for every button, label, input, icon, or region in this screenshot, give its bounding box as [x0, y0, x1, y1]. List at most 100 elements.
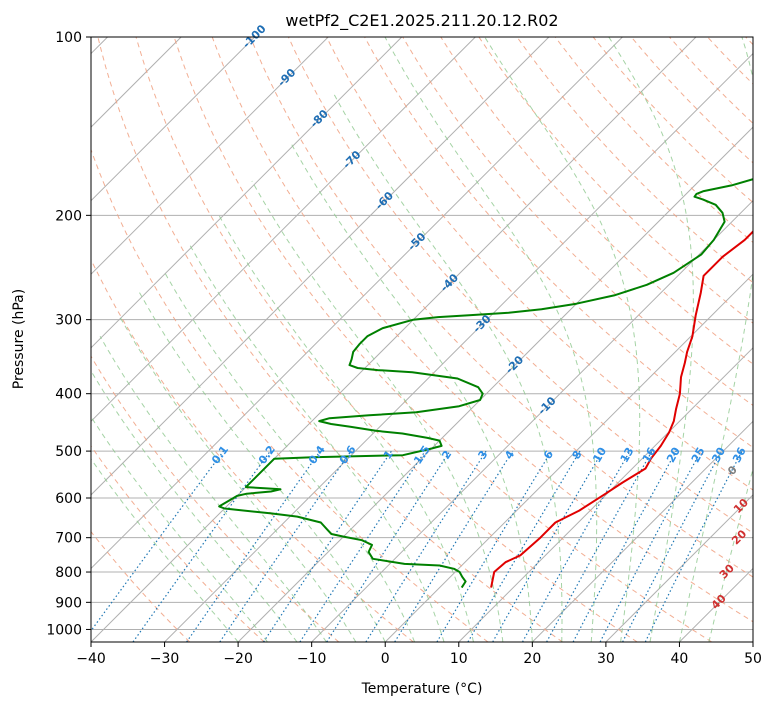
y-axis-label: Pressure (hPa)	[11, 289, 27, 389]
x-axis-label: Temperature (°C)	[361, 681, 483, 697]
mixing-ratio-line	[492, 450, 604, 642]
mixing-ratio-line	[186, 450, 321, 642]
dry-adiabat-line	[478, 37, 753, 324]
mixing-ratio-label: 3	[476, 448, 491, 461]
moist-adiabat-line	[118, 315, 357, 642]
mixing-ratio-line	[436, 450, 553, 642]
isotherm-line	[531, 420, 753, 642]
moist-adiabat-line	[333, 94, 563, 642]
isotherm-label: -10	[535, 394, 558, 417]
moist-adiabat-line	[164, 272, 416, 642]
x-tick-label: −30	[150, 651, 180, 667]
y-tick-label: 800	[55, 565, 82, 581]
moist-adiabat-line	[139, 292, 386, 642]
x-tick-label: 50	[744, 651, 762, 667]
dry-adiabat-line	[211, 37, 753, 623]
mixing-ratio-label: 6	[541, 448, 556, 462]
dry-adiabat-line	[745, 37, 753, 46]
mixing-ratio-label: 0.2	[256, 443, 278, 466]
y-tick-label: 100	[55, 30, 82, 46]
x-tick-label: −10	[297, 651, 327, 667]
dry-adiabat-line	[440, 37, 753, 365]
y-tick-label: 900	[55, 595, 82, 611]
dry-adiabat-lines	[91, 37, 753, 642]
mixing-ratio-line	[365, 450, 487, 642]
mixing-ratio-label: 1	[381, 448, 396, 462]
dry-adiabat-line	[91, 148, 489, 642]
dry-adiabat-line	[287, 37, 753, 534]
dry-adiabat-line	[630, 37, 753, 164]
x-tick-label: −40	[76, 651, 106, 667]
moist-adiabat-line	[91, 415, 268, 642]
isotherm-line	[384, 273, 753, 642]
isotherm-line	[91, 37, 623, 570]
dry-adiabat-line	[516, 37, 753, 284]
moist-adiabat-line	[384, 37, 598, 642]
x-axis-ticks: −40 −30 −20 −10 0 10 20 30 40 50	[76, 642, 762, 667]
isotherm-line	[91, 37, 476, 423]
plot-frame	[90, 36, 754, 643]
dry-adiabat-line	[249, 37, 753, 578]
isotherm-label: -20	[503, 353, 526, 376]
moist-adiabat-line	[99, 336, 327, 642]
dry-adiabat-line	[592, 37, 753, 204]
sounding-series	[218, 178, 753, 589]
moist-adiabat-line	[91, 457, 239, 642]
dry-adiabat-line	[91, 445, 265, 642]
mixing-ratio-line	[132, 450, 271, 642]
moist-adiabat-line	[218, 215, 474, 642]
isotherm-line	[164, 52, 753, 642]
isotherm-line	[752, 641, 753, 642]
isotherm-line	[679, 567, 753, 642]
isotherm-line	[311, 199, 753, 642]
isotherm-line	[91, 37, 256, 202]
mixing-ratio-line	[326, 450, 451, 642]
mixing-ratio-label: 10	[590, 445, 609, 465]
isotherm-line	[91, 37, 550, 496]
x-tick-label: 30	[597, 651, 615, 667]
mixing-ratio-label: 0.4	[306, 443, 328, 467]
y-axis-ticks: 100 200 300 400 500 600 700 800 900 1000	[46, 30, 91, 638]
moist-adiabat-line	[484, 37, 641, 642]
dry-adiabat-line	[91, 355, 340, 642]
y-tick-label: 500	[55, 444, 82, 460]
moist-adiabat-lines	[91, 37, 753, 642]
mixing-ratio-label: 0.6	[337, 443, 359, 467]
moist-adiabat-label: 20	[729, 527, 749, 547]
x-tick-label: 10	[450, 651, 468, 667]
y-tick-label: 400	[55, 387, 82, 403]
mixing-ratio-line	[546, 450, 653, 642]
mixing-ratio-label: 16	[640, 445, 659, 465]
isotherm-line	[237, 126, 753, 642]
moist-adiabat-line	[91, 369, 298, 642]
isotherm-line	[91, 37, 403, 349]
x-tick-label: −20	[223, 651, 253, 667]
mixing-ratio-line	[467, 450, 581, 642]
dry-adiabat-line	[91, 258, 414, 642]
mixing-ratio-label: 36	[730, 445, 749, 465]
mixing-ratio-label: 25	[689, 445, 708, 465]
moist-adiabat-line	[251, 180, 504, 642]
mixing-ratio-line	[394, 450, 514, 642]
dewpoint-profile-line	[218, 178, 753, 589]
isotherm-line	[91, 37, 329, 275]
dry-adiabat-line	[135, 37, 638, 642]
mixing-ratio-line	[91, 450, 224, 632]
dry-adiabat-line	[364, 37, 753, 449]
x-tick-label: 0	[381, 651, 390, 667]
mixing-ratio-line	[644, 450, 743, 642]
isobar-grid	[91, 37, 753, 630]
isotherm-line	[91, 37, 697, 642]
mixing-ratio-label: 2	[439, 448, 454, 462]
dry-adiabat-line	[669, 37, 753, 125]
dry-adiabat-line	[91, 530, 191, 642]
isotherm-line	[605, 494, 753, 642]
y-tick-label: 600	[55, 491, 82, 507]
mixing-ratio-line	[299, 450, 426, 642]
dry-adiabat-line	[97, 37, 563, 642]
mixing-ratio-label: 4	[502, 448, 517, 462]
dry-adiabat-line	[554, 37, 753, 244]
moist-adiabat-label: 40	[709, 592, 729, 612]
dry-adiabat-line	[707, 37, 753, 85]
mixing-ratio-label: 13	[618, 445, 637, 465]
